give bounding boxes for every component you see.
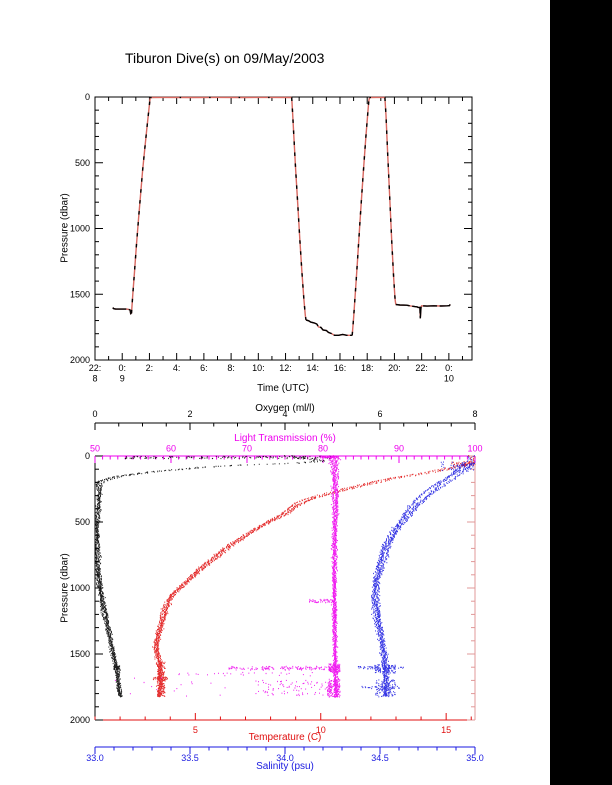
svg-text:9: 9 [120,374,125,384]
svg-text:0:: 0: [445,363,453,373]
svg-text:18:: 18: [361,363,374,373]
svg-text:2000: 2000 [70,715,90,725]
svg-text:1500: 1500 [70,289,90,299]
svg-text:60: 60 [166,444,176,454]
svg-text:14:: 14: [307,363,320,373]
svg-text:8:: 8: [227,363,235,373]
svg-text:0: 0 [92,409,97,419]
svg-text:10: 10 [444,374,454,384]
svg-text:35.0: 35.0 [466,753,484,763]
svg-text:33.5: 33.5 [181,753,199,763]
svg-text:10:: 10: [252,363,265,373]
svg-text:34.5: 34.5 [371,753,389,763]
salinity-axis-title: Salinity (psu) [256,761,314,772]
oxygen-axis-title: Oxygen (ml/l) [255,403,315,414]
svg-text:12:: 12: [279,363,292,373]
svg-text:0:: 0: [118,363,126,373]
svg-text:1000: 1000 [70,224,90,234]
svg-text:1000: 1000 [70,583,90,593]
svg-text:100: 100 [467,444,482,454]
svg-text:2000: 2000 [70,355,90,365]
svg-text:22:: 22: [89,363,102,373]
light-transmission-axis-title: Light Transmission (%) [234,433,336,444]
svg-text:6:: 6: [200,363,208,373]
svg-text:50: 50 [90,444,100,454]
svg-text:2: 2 [187,409,192,419]
svg-text:80: 80 [318,444,328,454]
svg-text:34.0: 34.0 [276,753,294,763]
svg-text:16:: 16: [334,363,347,373]
svg-text:4:: 4: [173,363,181,373]
page-title: Tiburon Dive(s) on 09/May/2003 [125,50,325,66]
svg-text:2:: 2: [146,363,154,373]
svg-text:20:: 20: [388,363,401,373]
svg-text:1500: 1500 [70,649,90,659]
svg-text:70: 70 [242,444,252,454]
svg-text:10: 10 [316,725,326,735]
svg-text:90: 90 [394,444,404,454]
svg-text:6: 6 [377,409,382,419]
svg-text:500: 500 [75,517,90,527]
time-axis-title: Time (UTC) [257,383,309,394]
svg-text:0: 0 [85,451,90,461]
svg-text:0: 0 [85,92,90,102]
svg-text:8: 8 [472,409,477,419]
desktop-background-strip [550,0,612,785]
svg-text:4: 4 [282,409,287,419]
svg-text:33.0: 33.0 [86,753,104,763]
svg-text:5: 5 [193,725,198,735]
svg-text:22:: 22: [415,363,428,373]
svg-text:15: 15 [441,725,451,735]
svg-text:8: 8 [92,374,97,384]
svg-text:500: 500 [75,158,90,168]
temperature-axis-title: Temperature (C) [248,732,322,743]
